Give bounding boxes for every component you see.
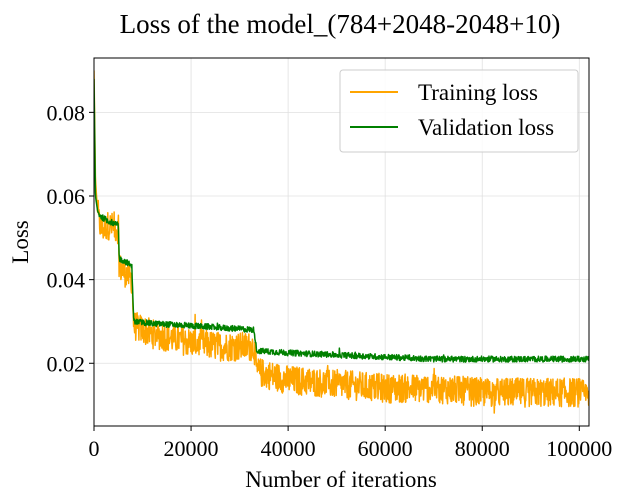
plot-frame — [93, 57, 590, 427]
y-axis-ticks: 0.02 0.04 0.06 0.08 — [47, 100, 94, 376]
y-tick-label: 0.06 — [47, 184, 86, 209]
legend: Training loss Validation loss — [339, 69, 579, 153]
y-tick-label: 0.02 — [47, 351, 86, 376]
y-tick-label: 0.08 — [47, 100, 86, 125]
legend-label-training: Training loss — [418, 80, 538, 105]
x-tick-label: 60000 — [358, 436, 413, 461]
y-tick-label: 0.04 — [47, 268, 86, 293]
x-tick-label: 100000 — [546, 436, 612, 461]
legend-label-validation: Validation loss — [418, 115, 554, 140]
x-tick-label: 20000 — [164, 436, 219, 461]
series-layer — [94, 70, 589, 414]
x-tick-label: 0 — [89, 436, 100, 461]
y-axis-label: Loss — [8, 220, 33, 264]
validation-loss-line — [94, 78, 589, 363]
training-loss-line — [94, 70, 589, 414]
legend-box — [339, 69, 579, 153]
x-tick-label: 80000 — [455, 436, 510, 461]
x-axis-label: Number of iterations — [245, 467, 437, 492]
chart-title: Loss of the model_(784+2048-2048+10) — [120, 9, 561, 39]
x-axis-ticks: 0 20000 40000 60000 80000 100000 — [89, 426, 612, 461]
x-tick-label: 40000 — [261, 436, 316, 461]
